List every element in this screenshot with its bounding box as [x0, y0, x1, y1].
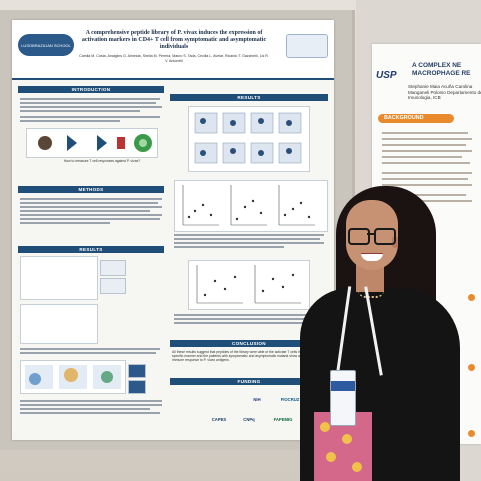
- text-line: [20, 400, 162, 402]
- text-line: [382, 138, 472, 140]
- text-line: [382, 144, 466, 146]
- text-line: [20, 110, 140, 112]
- text-line: [20, 120, 120, 122]
- school-logo: LUSOBRAZILIAN SCHOOL: [18, 34, 74, 56]
- text-line: [20, 218, 160, 220]
- figure-panel: [100, 260, 126, 276]
- section-methods: METHODS: [18, 186, 164, 193]
- text-line: [20, 408, 150, 410]
- text-line: [20, 412, 160, 414]
- dot-plot-graphic: [182, 185, 315, 226]
- legend-chip: [128, 364, 146, 378]
- text-line: [382, 132, 468, 134]
- poster-authors: Camila M. Costa, Anaiglins G. Almeida, S…: [79, 54, 269, 63]
- name-badge: [330, 370, 356, 426]
- bar-charts-row-1: [174, 180, 328, 232]
- conclusion-text: All these results suggest that peptides …: [172, 350, 319, 363]
- fapemig-logo: FAPEMIG: [273, 416, 293, 422]
- text-line: [174, 318, 314, 320]
- text-line: [382, 200, 472, 202]
- poster-title: A comprehensive peptide library of P. vi…: [81, 30, 267, 50]
- poster-header: LUSOBRAZILIAN SCHOOL A comprehensive pep…: [12, 20, 334, 80]
- person-smile: [361, 253, 383, 261]
- text-line: [20, 98, 160, 100]
- text-line: [382, 194, 466, 196]
- glasses-icon: [374, 228, 396, 245]
- capes-logo: CAPES: [211, 416, 227, 422]
- figure-panel: [100, 278, 126, 294]
- text-line: [20, 352, 156, 354]
- section-conclusion: CONCLUSION: [170, 340, 328, 347]
- badge-band: [331, 381, 355, 391]
- glasses-bridge: [367, 233, 375, 235]
- bullet-dot: [468, 294, 475, 301]
- text-line: [174, 246, 284, 248]
- text-line: [20, 116, 160, 118]
- text-line: [382, 178, 468, 180]
- text-line: [20, 214, 162, 216]
- text-line: [174, 238, 320, 240]
- poster2-authors: Stephanie Maia Acuña Carolina Manganeli …: [408, 84, 481, 101]
- nih-logo: NIH: [253, 396, 261, 402]
- mosquito-to-tcell-diagram: [38, 134, 152, 152]
- text-line: [20, 198, 162, 200]
- intro-diagram: [26, 128, 158, 158]
- text-line: [174, 234, 324, 236]
- text-line: [20, 348, 160, 350]
- intro-question: How to measure T cell responses against …: [63, 159, 141, 163]
- necklace: [358, 290, 384, 298]
- text-line: [20, 206, 162, 208]
- legend-chip: [128, 380, 146, 394]
- text-line: [20, 202, 158, 204]
- text-line: [20, 106, 162, 108]
- usp-logo: USP: [376, 70, 397, 81]
- bullet-dot: [468, 364, 475, 371]
- cnpq-logo: CNPq: [243, 416, 255, 422]
- flow-cytometry-plots: [20, 360, 126, 394]
- dot-plot-graphic-2: [196, 265, 301, 304]
- section-introduction: INTRODUCTION: [18, 86, 164, 93]
- text-line: [174, 242, 324, 244]
- text-line: [20, 404, 162, 406]
- text-line: [382, 162, 470, 164]
- flow-plots-graphic: [25, 365, 121, 389]
- fiocruz-logo: FIOCRUZ: [280, 396, 300, 402]
- text-line: [174, 314, 324, 316]
- section-results-left: RESULTS: [18, 246, 164, 253]
- text-line: [382, 184, 472, 186]
- gating-figure: [188, 106, 310, 172]
- bullet-dot: [468, 430, 475, 437]
- text-line: [382, 156, 462, 158]
- methods-flowchart: [20, 256, 98, 300]
- glasses-icon: [348, 228, 370, 245]
- text-line: [382, 172, 472, 174]
- bar-charts-row-2: [188, 260, 310, 310]
- section-results-right: RESULTS: [170, 94, 328, 101]
- poster2-title: A COMPLEX NE MACROPHAGE RE: [412, 62, 471, 77]
- text-line: [20, 222, 110, 224]
- text-line: [382, 150, 472, 152]
- text-line: [174, 322, 324, 324]
- scientific-poster: LUSOBRAZILIAN SCHOOL A comprehensive pep…: [12, 20, 334, 440]
- figure-panel: [20, 304, 98, 344]
- institution-logo: [286, 34, 328, 58]
- gating-grid-graphic: [194, 112, 302, 164]
- section-funding: FUNDING: [170, 378, 328, 385]
- text-line: [20, 102, 156, 104]
- text-line: [20, 210, 150, 212]
- background-heading: BACKGROUND: [378, 114, 454, 123]
